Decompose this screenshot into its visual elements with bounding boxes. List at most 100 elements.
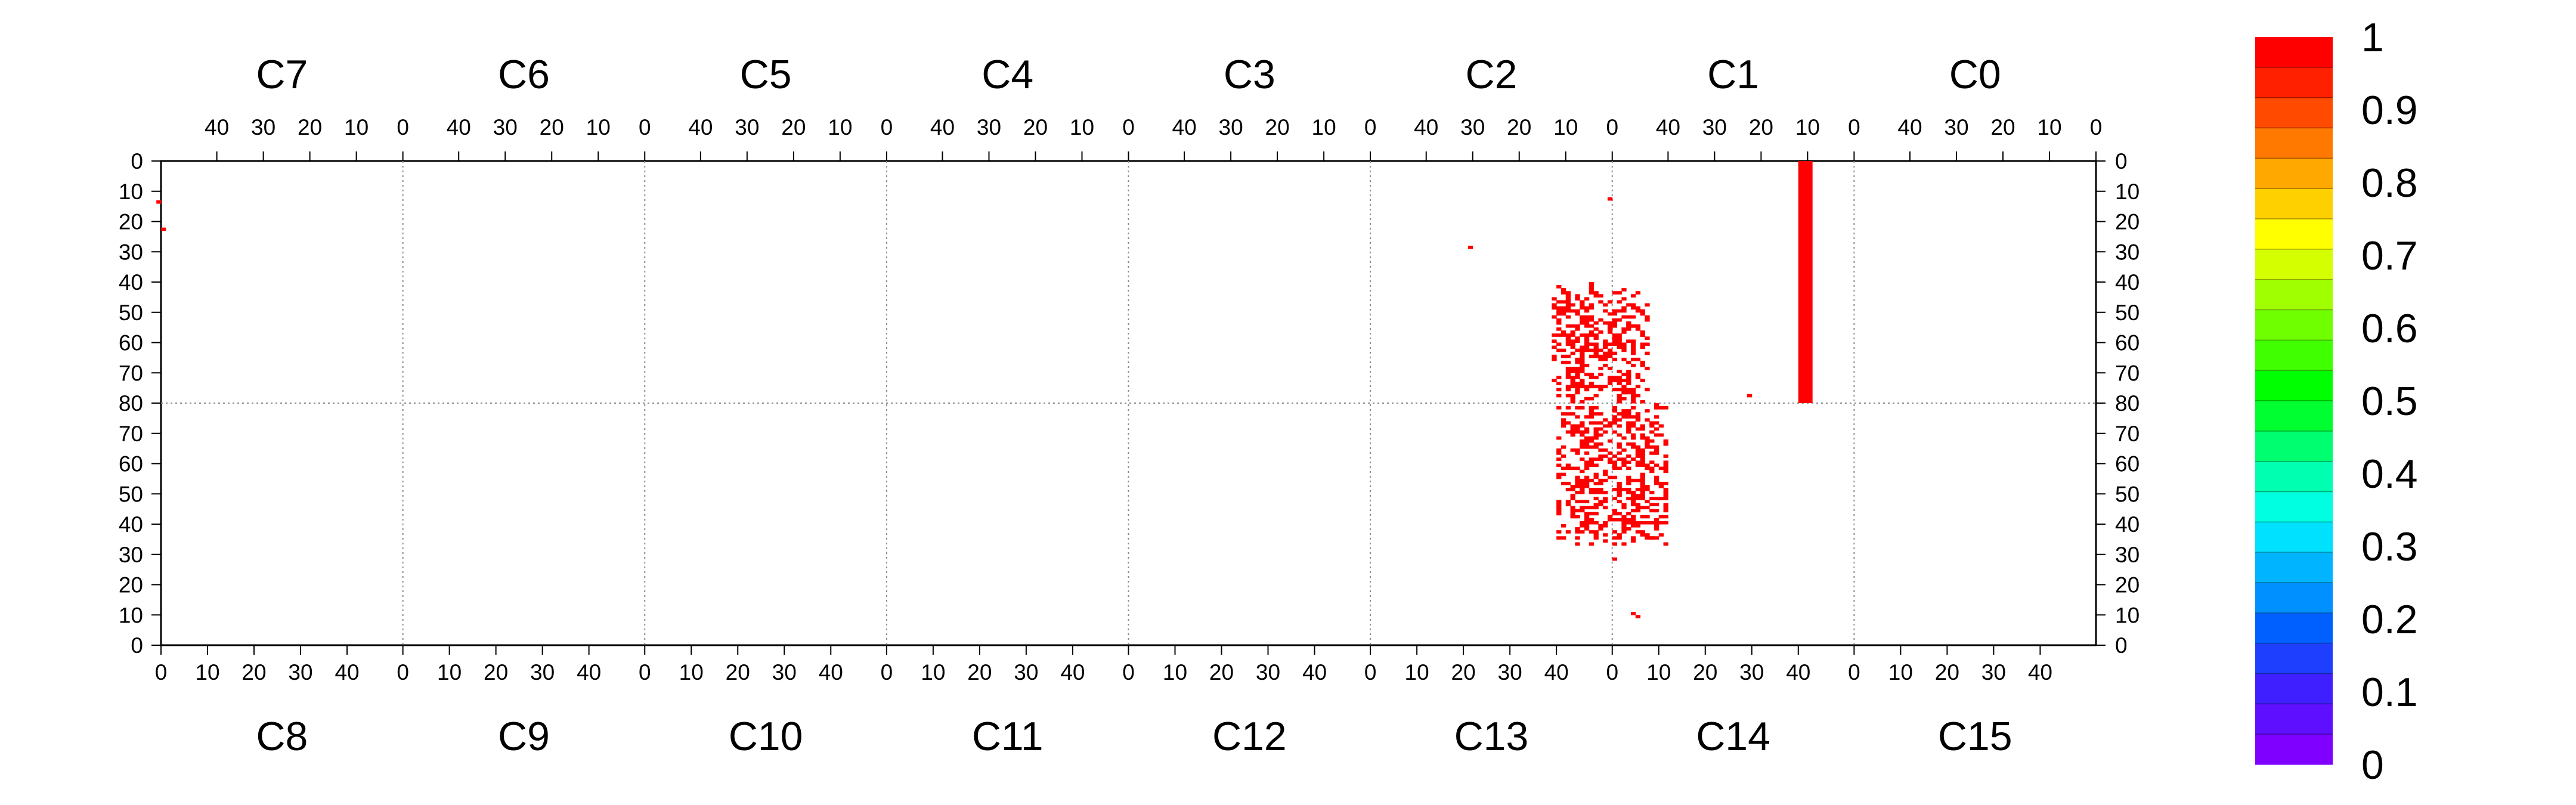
- x-tick-label-top: 20: [540, 115, 564, 140]
- hit-cell: [1654, 451, 1659, 455]
- hit-cell: [1640, 494, 1645, 497]
- colorbar-segment: [2255, 431, 2333, 462]
- hit-cell: [1589, 512, 1594, 516]
- x-tick-label-top: 30: [1460, 115, 1485, 140]
- hit-cell: [1635, 376, 1641, 379]
- x-tick-label-bottom: 0: [1364, 660, 1377, 685]
- hit-cell: [1630, 421, 1636, 425]
- x-tick-label-top: 20: [781, 115, 806, 140]
- colorbar-segment: [2255, 734, 2333, 765]
- y-tick-label-left: 10: [119, 179, 143, 204]
- hit-cell: [1621, 518, 1627, 522]
- hit-cell: [1556, 321, 1562, 325]
- hit-cell: [1589, 478, 1594, 482]
- hit-cell: [1580, 424, 1585, 428]
- hit-cell: [1612, 357, 1618, 361]
- chip-label-bottom: C8: [256, 714, 308, 759]
- x-tick-label-top: 40: [688, 115, 713, 140]
- hit-cell: [1584, 521, 1590, 525]
- hit-cell: [1645, 515, 1650, 519]
- hit-cell: [1598, 481, 1603, 485]
- hit-cell: [1584, 430, 1590, 434]
- hit-cell: [1580, 521, 1585, 525]
- hit-cell: [1598, 491, 1603, 494]
- hit-cell: [1612, 530, 1618, 534]
- y-tick-label-right: 10: [2115, 179, 2140, 204]
- hit-cell: [1580, 400, 1585, 404]
- hit-cell: [1645, 303, 1650, 307]
- hit-cell: [1612, 415, 1618, 419]
- hit-cell: [1630, 491, 1636, 494]
- hit-cell: [1626, 512, 1631, 516]
- hit-cell: [1580, 348, 1585, 352]
- y-tick-label-left: 70: [119, 422, 143, 446]
- hit-cell: [1575, 527, 1580, 531]
- x-tick-label-top: 0: [1364, 115, 1377, 140]
- hit-cell: [1580, 481, 1585, 485]
- hit-cell: [1607, 475, 1613, 479]
- hit-cell: [1649, 424, 1655, 428]
- hit-cell: [1603, 478, 1608, 482]
- hit-cell: [1565, 503, 1571, 507]
- x-tick-label-bottom: 0: [639, 660, 651, 685]
- hit-cell: [1580, 442, 1585, 446]
- x-tick-label-bottom: 10: [679, 660, 704, 685]
- hit-cell: [1575, 430, 1580, 434]
- hit-cell: [1570, 382, 1575, 386]
- chip-label-top: C2: [1465, 52, 1517, 97]
- hit-cell: [1598, 388, 1603, 392]
- hit-cell: [1593, 394, 1599, 398]
- hit-cell: [1617, 376, 1622, 379]
- hit-cell: [1556, 333, 1562, 337]
- hit-cell: [1663, 466, 1668, 470]
- hit-cell: [1561, 445, 1566, 449]
- x-tick-label-top: 40: [930, 115, 955, 140]
- hit-cell: [1603, 430, 1608, 434]
- hit-cell: [1607, 342, 1613, 346]
- hit-cell: [1589, 288, 1594, 292]
- hit-cell: [1570, 424, 1575, 428]
- colorbar-segment: [2255, 704, 2333, 735]
- hit-cell: [1561, 330, 1566, 334]
- hit-cell: [1580, 506, 1585, 510]
- hit-cell: [1589, 285, 1594, 289]
- hit-cell: [1561, 472, 1566, 476]
- hit-cell: [1580, 333, 1585, 337]
- hit-cell: [1561, 288, 1566, 292]
- hit-cell: [1630, 351, 1636, 355]
- hit-cell: [1635, 460, 1641, 464]
- hit-cell: [1612, 466, 1618, 470]
- hit-cell: [1580, 351, 1585, 355]
- hit-cell: [1584, 515, 1590, 519]
- hit-cell: [1584, 373, 1590, 376]
- hit-cell: [1635, 327, 1641, 331]
- hit-cell: [1654, 503, 1659, 507]
- hit-cell: [1607, 424, 1613, 428]
- hit-cell: [1580, 315, 1585, 319]
- hit-cell: [1593, 506, 1599, 510]
- colorbar-segment: [2255, 188, 2333, 219]
- y-tick-label-right: 60: [2115, 452, 2140, 476]
- y-tick-label-left: 50: [119, 482, 143, 506]
- hit-cell: [1645, 336, 1650, 340]
- hit-cell: [1584, 512, 1590, 516]
- y-tick-label-right: 0: [2115, 149, 2128, 174]
- hit-cell: [1565, 342, 1571, 346]
- hit-cell: [1607, 348, 1613, 352]
- hit-cell: [1640, 478, 1645, 482]
- y-tick-label-right: 60: [2115, 331, 2140, 355]
- hit-cell: [1654, 509, 1659, 513]
- hit-cell: [1565, 530, 1571, 534]
- hit-cell: [1654, 518, 1659, 522]
- x-tick-label-top: 20: [1265, 115, 1290, 140]
- hit-cell: [1556, 318, 1562, 322]
- y-tick-label-right: 0: [2115, 633, 2128, 658]
- hit-cell: [1663, 515, 1668, 519]
- hit-cell: [1565, 324, 1571, 328]
- hit-cell: [1603, 321, 1608, 325]
- hit-cell: [1603, 342, 1608, 346]
- hit-cell: [1584, 527, 1590, 531]
- hit-cell: [1584, 385, 1590, 389]
- hit-cell: [1640, 345, 1645, 349]
